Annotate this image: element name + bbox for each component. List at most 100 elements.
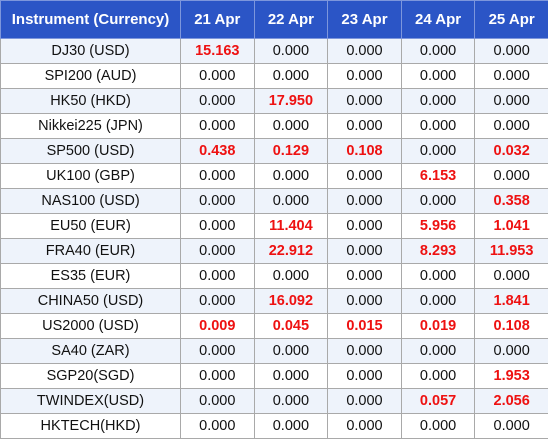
value-cell: 0.000 <box>474 63 548 89</box>
value-cell: 0.000 <box>400 413 476 439</box>
value-cell: 0.000 <box>327 263 402 289</box>
instrument-cell: Nikkei225 (JPN) <box>0 113 181 139</box>
table-row: CHINA50 (USD) 0.000 16.092 0.000 0.000 1.841 <box>0 288 548 314</box>
instrument-cell: SA40 (ZAR) <box>0 338 181 364</box>
instrument-cell: EU50 (EUR) <box>0 213 181 239</box>
table-row: HK50 (HKD) 0.000 17.950 0.000 0.000 0.000 <box>0 88 548 114</box>
column-header-date: 25 Apr <box>474 0 548 39</box>
table-row: SP500 (USD) 0.438 0.129 0.108 0.000 0.032 <box>0 138 548 164</box>
instrument-cell: SPI200 (AUD) <box>0 63 181 89</box>
instrument-cell: SGP20(SGD) <box>0 363 181 389</box>
value-cell: 0.000 <box>327 113 402 139</box>
table-row: SGP20(SGD) 0.000 0.000 0.000 0.000 1.953 <box>0 363 548 389</box>
value-cell: 0.000 <box>400 188 476 214</box>
value-cell: 1.041 <box>474 213 548 239</box>
value-cell: 0.000 <box>253 338 329 364</box>
value-cell: 0.000 <box>180 163 255 189</box>
value-cell: 0.000 <box>253 38 329 64</box>
value-cell: 0.358 <box>474 188 548 214</box>
value-cell: 0.000 <box>253 63 329 89</box>
value-cell: 0.000 <box>327 163 402 189</box>
column-header-date: 22 Apr <box>253 0 329 39</box>
table-row: SPI200 (AUD) 0.000 0.000 0.000 0.000 0.000 <box>0 63 548 89</box>
column-header-date: 24 Apr <box>400 0 476 39</box>
value-cell: 0.000 <box>327 388 402 414</box>
value-cell: 0.000 <box>474 88 548 114</box>
value-cell: 0.000 <box>180 88 255 114</box>
value-cell: 1.953 <box>474 363 548 389</box>
table-row: US2000 (USD) 0.009 0.045 0.015 0.019 0.108 <box>0 313 548 339</box>
value-cell: 6.153 <box>400 163 476 189</box>
value-cell: 0.000 <box>180 388 255 414</box>
value-cell: 0.000 <box>327 38 402 64</box>
value-cell: 0.000 <box>327 413 402 439</box>
instrument-cell: ES35 (EUR) <box>0 263 181 289</box>
value-cell: 0.000 <box>400 88 476 114</box>
value-cell: 0.019 <box>400 313 476 339</box>
table-row: FRA40 (EUR) 0.000 22.912 0.000 8.293 11.953 <box>0 238 548 264</box>
instrument-cell: NAS100 (USD) <box>0 188 181 214</box>
value-cell: 0.000 <box>327 63 402 89</box>
value-cell: 2.056 <box>474 388 548 414</box>
table-row: TWINDEX(USD) 0.000 0.000 0.000 0.057 2.056 <box>0 388 548 414</box>
value-cell: 0.000 <box>327 88 402 114</box>
instrument-cell: SP500 (USD) <box>0 138 181 164</box>
value-cell: 0.057 <box>400 388 476 414</box>
value-cell: 0.000 <box>474 38 548 64</box>
value-cell: 0.015 <box>327 313 402 339</box>
column-header-instrument: Instrument (Currency) <box>0 0 181 39</box>
instrument-cell: US2000 (USD) <box>0 313 181 339</box>
value-cell: 0.000 <box>474 113 548 139</box>
value-cell: 0.129 <box>253 138 329 164</box>
table-row: HKTECH(HKD) 0.000 0.000 0.000 0.000 0.000 <box>0 413 548 439</box>
value-cell: 0.009 <box>180 313 255 339</box>
value-cell: 0.000 <box>180 363 255 389</box>
table-row: NAS100 (USD) 0.000 0.000 0.000 0.000 0.358 <box>0 188 548 214</box>
table-row: SA40 (ZAR) 0.000 0.000 0.000 0.000 0.000 <box>0 338 548 364</box>
value-cell: 0.000 <box>253 388 329 414</box>
value-cell: 0.000 <box>180 263 255 289</box>
value-cell: 0.000 <box>474 338 548 364</box>
value-cell: 0.032 <box>474 138 548 164</box>
value-cell: 0.045 <box>253 313 329 339</box>
value-cell: 0.000 <box>180 213 255 239</box>
value-cell: 8.293 <box>400 238 476 264</box>
value-cell: 0.000 <box>474 163 548 189</box>
value-cell: 15.163 <box>180 38 255 64</box>
instrument-cell: HK50 (HKD) <box>0 88 181 114</box>
column-header-date: 21 Apr <box>180 0 255 39</box>
table-row: EU50 (EUR) 0.000 11.404 0.000 5.956 1.041 <box>0 213 548 239</box>
table-row: UK100 (GBP) 0.000 0.000 0.000 6.153 0.000 <box>0 163 548 189</box>
value-cell: 0.000 <box>400 338 476 364</box>
table-row: ES35 (EUR) 0.000 0.000 0.000 0.000 0.000 <box>0 263 548 289</box>
value-cell: 0.000 <box>400 38 476 64</box>
table-body: DJ30 (USD) 15.163 0.000 0.000 0.000 0.000 SPI2… <box>0 38 548 439</box>
instrument-cell: UK100 (GBP) <box>0 163 181 189</box>
instrument-cell: TWINDEX(USD) <box>0 388 181 414</box>
value-cell: 0.000 <box>253 188 329 214</box>
value-cell: 0.000 <box>180 238 255 264</box>
table-row: DJ30 (USD) 15.163 0.000 0.000 0.000 0.000 <box>0 38 548 64</box>
instrument-cell: CHINA50 (USD) <box>0 288 181 314</box>
value-cell: 0.000 <box>327 363 402 389</box>
value-cell: 11.404 <box>253 213 329 239</box>
instrument-cell: FRA40 (EUR) <box>0 238 181 264</box>
value-cell: 0.000 <box>253 113 329 139</box>
value-cell: 0.000 <box>253 163 329 189</box>
value-cell: 0.000 <box>180 188 255 214</box>
value-cell: 22.912 <box>253 238 329 264</box>
value-cell: 0.108 <box>474 313 548 339</box>
value-cell: 0.000 <box>327 213 402 239</box>
value-cell: 11.953 <box>474 238 548 264</box>
value-cell: 0.000 <box>180 338 255 364</box>
value-cell: 0.000 <box>327 238 402 264</box>
value-cell: 0.108 <box>327 138 402 164</box>
header-row: Instrument (Currency) 21 Apr 22 Apr 23 A… <box>0 0 548 39</box>
value-cell: 0.000 <box>400 263 476 289</box>
value-cell: 0.000 <box>400 63 476 89</box>
table-header: Instrument (Currency) 21 Apr 22 Apr 23 A… <box>0 0 548 39</box>
value-cell: 0.000 <box>327 188 402 214</box>
table-row: Nikkei225 (JPN) 0.000 0.000 0.000 0.000 0.000 <box>0 113 548 139</box>
